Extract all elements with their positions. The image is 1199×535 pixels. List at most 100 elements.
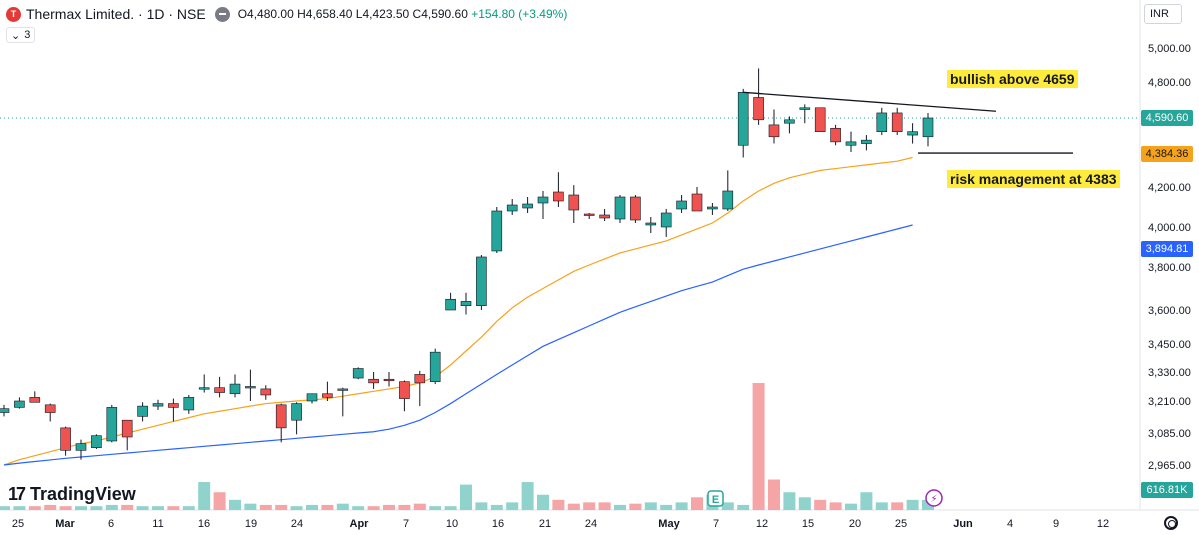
tradingview-mark-icon: 17: [8, 484, 26, 504]
risk-annotation[interactable]: risk management at 4383: [947, 170, 1120, 188]
candle-down: [630, 196, 641, 221]
candle-up: [476, 256, 487, 306]
candle-up: [137, 405, 148, 417]
ohlc-values: O4,480.00 H4,658.40 L4,423.50 C4,590.60: [237, 7, 468, 21]
volume-bar: [922, 499, 934, 510]
symbol-title[interactable]: Thermax Limited. · 1D · NSE: [26, 6, 206, 22]
volume-bar: [644, 502, 657, 510]
volume-bar: [105, 504, 118, 510]
earnings-event-icon[interactable]: [707, 490, 724, 507]
candle-up: [14, 400, 25, 408]
volume-bar: [398, 504, 411, 510]
volume-bar: [614, 504, 626, 510]
indicator-count: 3: [24, 29, 31, 41]
time-tick-label: 19: [245, 518, 257, 530]
candle-up: [91, 435, 102, 448]
volume-bar: [59, 506, 72, 510]
volume-bar: [90, 506, 103, 510]
volume-bar: [28, 506, 41, 510]
candle-up: [106, 407, 118, 442]
sma-long-line: [3, 224, 913, 466]
time-tick-label: 15: [802, 518, 814, 530]
volume-bar: [367, 506, 380, 510]
candle-down: [275, 404, 287, 429]
candle-down: [260, 388, 272, 396]
volume-bar: [721, 502, 734, 510]
settings-gear-icon[interactable]: [1164, 516, 1178, 530]
time-tick-label: Apr: [350, 518, 370, 530]
time-tick-label: 16: [492, 518, 504, 530]
price-tick-label: 4,000.00: [1148, 222, 1191, 234]
candle-down: [753, 97, 764, 121]
flash-event-icon[interactable]: [925, 489, 943, 507]
candle-down: [368, 378, 379, 384]
candle-up: [922, 117, 934, 138]
volume-bar: [213, 492, 226, 510]
price-tick-label: 3,600.00: [1148, 305, 1191, 317]
candle-up: [522, 203, 533, 209]
volume-bar: [537, 494, 549, 510]
tradingview-logo[interactable]: 17 TradingView: [8, 484, 136, 505]
brand-name: TradingView: [30, 484, 136, 504]
candle-down: [599, 214, 610, 219]
indicators-toggle-button[interactable]: ⌄ 3: [6, 27, 36, 43]
candle-down: [214, 387, 225, 393]
candle-up: [907, 131, 918, 136]
volume-bar: [444, 506, 457, 510]
time-tick-label: 12: [756, 518, 768, 530]
currency-selector[interactable]: INR: [1144, 4, 1182, 24]
candle-up: [506, 204, 518, 212]
volume-bar: [75, 506, 87, 510]
time-tick-label: 25: [895, 518, 907, 530]
time-tick-label: Jun: [953, 518, 973, 530]
time-tick-label: 25: [12, 518, 24, 530]
volume-bar: [906, 499, 919, 510]
time-tick-label: 10: [446, 518, 458, 530]
candle-up: [876, 112, 888, 132]
volume-bar: [598, 502, 611, 510]
volume-bar: [475, 502, 488, 510]
candle-up: [722, 190, 734, 210]
candle-down: [691, 193, 703, 212]
volume-bar: [352, 506, 365, 510]
price-tick-label: 2,965.00: [1148, 460, 1191, 472]
time-tick-label: May: [658, 518, 680, 530]
candle-down: [60, 427, 71, 451]
candle-down: [399, 381, 410, 399]
volume-bar: [798, 497, 811, 510]
candle-up: [75, 443, 87, 451]
volume-bar: [521, 482, 534, 510]
volume-bar: [460, 484, 472, 510]
volume-bar: [660, 504, 673, 510]
candle-up: [0, 408, 10, 413]
candle-up: [352, 368, 364, 379]
volume-bar: [275, 504, 288, 510]
volume-bar: [675, 502, 688, 510]
volume-bar: [860, 492, 873, 510]
volume-bar: [891, 502, 904, 510]
bullish-annotation[interactable]: bullish above 4659: [947, 70, 1078, 88]
resistance-trendline[interactable]: [743, 91, 997, 112]
price-tick-label: 5,000.00: [1148, 43, 1191, 55]
candle-down: [553, 191, 564, 202]
volume-bar: [121, 504, 134, 510]
candle-up: [183, 397, 195, 411]
time-tick-label: 21: [539, 518, 551, 530]
volume-bar: [259, 504, 272, 510]
close-price-label: 4,590.60: [1141, 110, 1193, 126]
hide-indicator-icon[interactable]: [214, 6, 230, 22]
candle-down: [322, 393, 333, 398]
candle-down: [383, 378, 395, 382]
volume-bar: [629, 503, 642, 510]
time-tick-label: 7: [403, 518, 409, 530]
time-tick-label: 11: [152, 518, 163, 530]
earnings-event-label: E: [712, 494, 719, 506]
volume-bar: [845, 503, 857, 510]
volume-bar: [768, 479, 780, 510]
candle-up: [291, 403, 302, 421]
chart-header: T Thermax Limited. · 1D · NSE O4,480.00 …: [6, 4, 567, 24]
candle-down: [414, 374, 426, 384]
volume-bar: [44, 504, 57, 510]
candle-up: [491, 210, 503, 252]
